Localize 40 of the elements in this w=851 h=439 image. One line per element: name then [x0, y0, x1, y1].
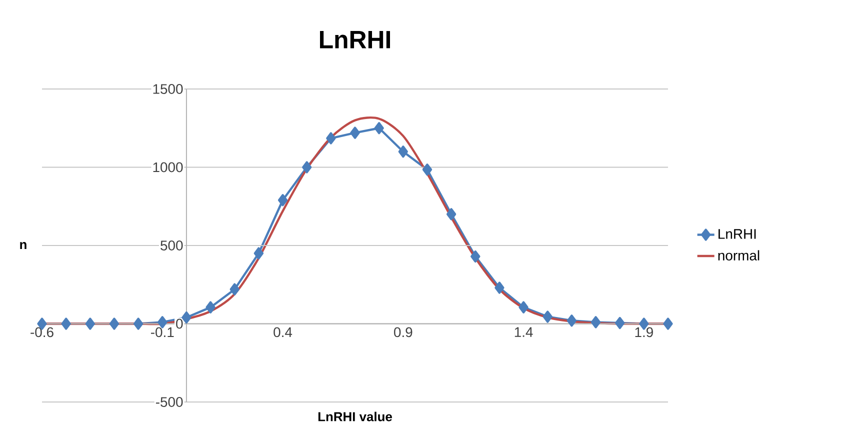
point [230, 283, 240, 296]
point [350, 126, 360, 139]
chart-title: LnRHI [320, 31, 390, 48]
y-tick-label: 500 [160, 240, 183, 250]
point [374, 122, 384, 134]
x-tick-label: -0.1 [150, 327, 174, 338]
point [566, 314, 577, 327]
point [61, 318, 71, 330]
x-tick-label: 0.4 [274, 327, 292, 338]
point [278, 194, 288, 206]
y-tick-label: 1000 [153, 162, 183, 172]
point [590, 316, 601, 328]
y-axis-title: n [20, 242, 26, 249]
point [133, 318, 144, 330]
point [615, 316, 625, 330]
legend-label: normal [718, 250, 760, 260]
point [85, 318, 95, 330]
point [422, 164, 432, 176]
point [398, 146, 408, 158]
legend-label: LnRHI [718, 229, 756, 239]
point [494, 282, 504, 294]
x-tick-label: 1.4 [514, 327, 533, 337]
point [663, 318, 673, 330]
x-axis-title: LnRHI value [318, 412, 392, 422]
y-tick-label: 1500 [153, 84, 183, 94]
x-tick-label: 0.9 [394, 327, 412, 338]
x-tick-label: -0.6 [30, 327, 54, 338]
y-tick-label: -500 [156, 397, 183, 407]
point [446, 208, 456, 220]
point [206, 301, 216, 314]
point [109, 318, 120, 330]
point [182, 311, 192, 324]
point [254, 247, 264, 260]
point [302, 161, 312, 174]
x-tick-label: 1.9 [635, 327, 653, 338]
y-tick-label: 0 [176, 318, 183, 329]
point [470, 250, 480, 263]
point [326, 132, 336, 144]
point [542, 310, 552, 323]
point [518, 301, 528, 314]
